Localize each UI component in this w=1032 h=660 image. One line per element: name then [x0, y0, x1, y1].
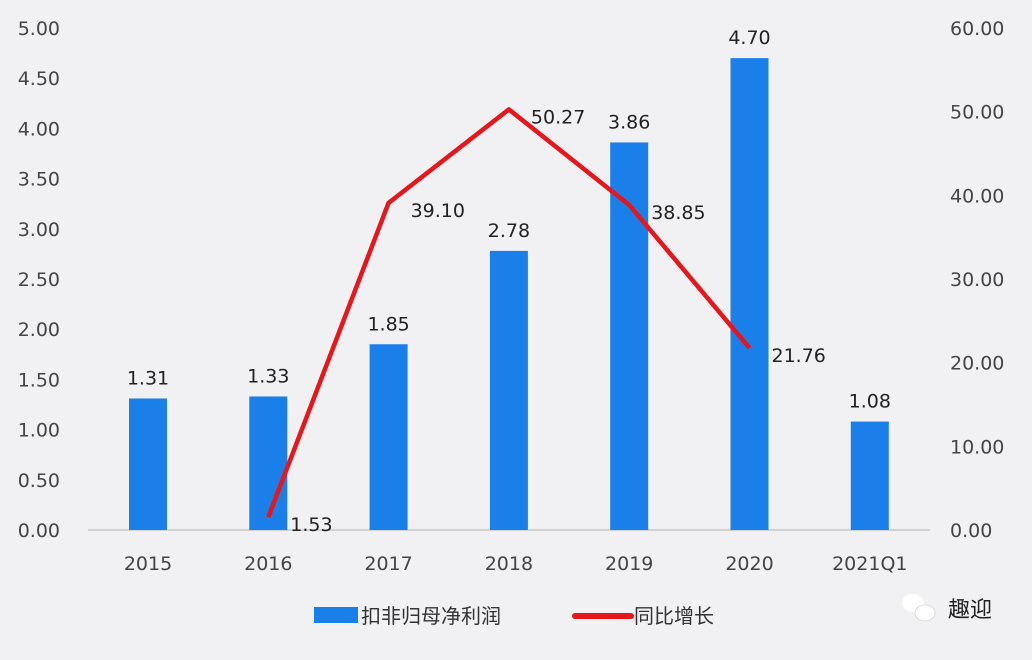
growth-line [266, 107, 752, 519]
y-right-tick-label: 10.00 [950, 436, 1004, 458]
y-right-tick-label: 50.00 [950, 102, 1004, 124]
bar [129, 398, 167, 530]
y-left-tick-label: 2.50 [18, 269, 60, 291]
bar-data-label: 1.33 [247, 365, 289, 387]
legend: 扣非归母净利润 同比增长 [314, 604, 714, 628]
line-data-label: 1.53 [290, 514, 332, 536]
x-tick-label: 2017 [364, 553, 412, 575]
bar-data-label: 1.08 [849, 391, 891, 413]
y-left-tick-label: 3.00 [18, 219, 60, 241]
y-right-tick-label: 60.00 [950, 18, 1004, 40]
x-tick-label: 2016 [244, 553, 292, 575]
x-tick-label: 2020 [725, 553, 773, 575]
wechat-icon [902, 594, 936, 622]
x-tick-label: 2018 [485, 553, 533, 575]
line-data-label: 39.10 [411, 200, 465, 222]
y-left-tick-label: 1.50 [18, 369, 60, 391]
legend-label-line: 同比增长 [634, 604, 714, 628]
y-right-tick-label: 30.00 [950, 269, 1004, 291]
y-left-tick-label: 1.00 [18, 420, 60, 442]
y-right-tick-label: 40.00 [950, 185, 1004, 207]
y-left-tick-label: 4.00 [18, 118, 60, 140]
bar-data-label: 1.85 [367, 313, 409, 335]
bar [489, 250, 528, 530]
x-tick-label: 2019 [605, 553, 653, 575]
bar [850, 421, 889, 530]
line-data-label: 21.76 [772, 345, 826, 367]
bar-data-label: 1.31 [127, 367, 169, 389]
bar-data-label: 4.70 [728, 27, 770, 49]
legend-swatch-bar [314, 607, 358, 623]
watermark-text: 趣迎 [948, 598, 992, 623]
y-left-tick-label: 4.50 [18, 68, 60, 90]
y-right-tick-label: 20.00 [950, 353, 1004, 375]
y-left-tick-label: 2.00 [18, 319, 60, 341]
y-left-tick-label: 0.50 [18, 470, 60, 492]
bar [730, 58, 769, 531]
bar [610, 142, 649, 530]
line-data-label: 38.85 [651, 202, 705, 224]
legend-label-bar: 扣非归母净利润 [361, 604, 501, 628]
y-left-tick-label: 5.00 [18, 18, 60, 40]
y-left-tick-label: 3.50 [18, 169, 60, 191]
watermark: 趣迎 [902, 594, 992, 623]
y-right-tick-label: 0.00 [950, 520, 992, 542]
bar [369, 344, 408, 530]
x-tick-label: 2015 [124, 553, 172, 575]
y-left-tick-label: 0.00 [18, 520, 60, 542]
bar-data-label: 3.86 [608, 111, 650, 133]
bar [249, 396, 288, 530]
bar-data-label: 2.78 [488, 220, 530, 242]
line-data-label: 50.27 [531, 106, 585, 128]
x-tick-label: 2021Q1 [832, 553, 907, 575]
